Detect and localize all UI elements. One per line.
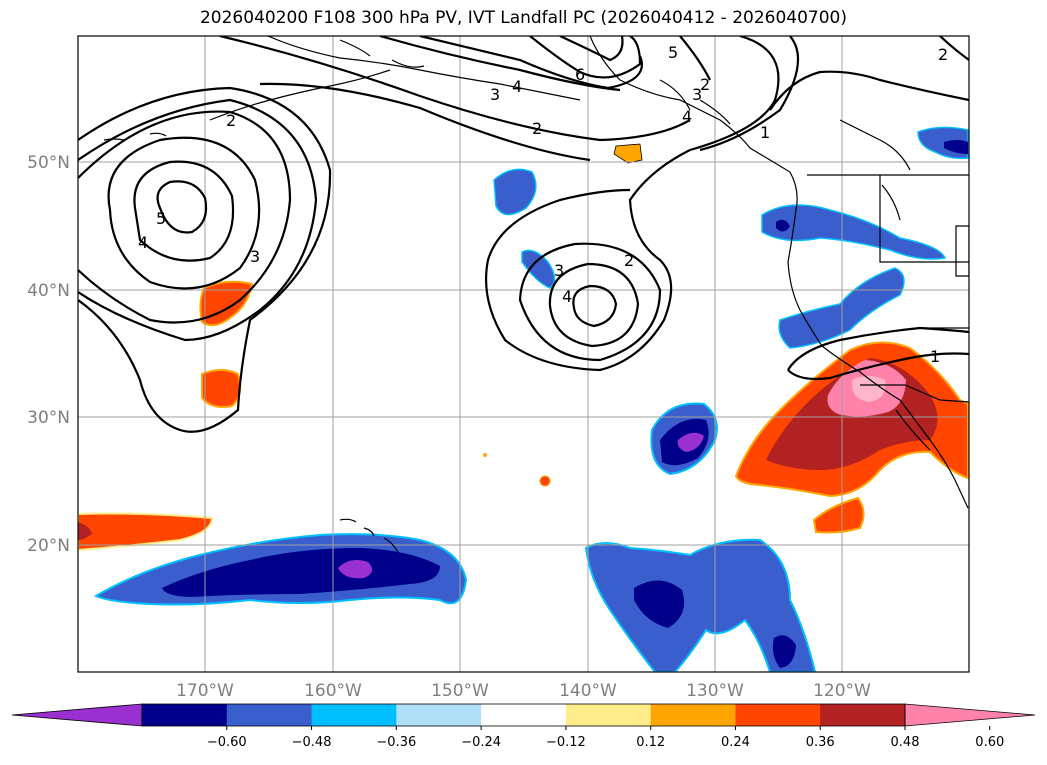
contour-label: 5: [156, 209, 166, 228]
contour-label: 4: [682, 107, 692, 126]
colorbar: −0.60 −0.48 −0.36 −0.24 −0.12 0.12 0.24 0.36 0.4…: [11, 703, 1036, 750]
colorbar-segment: [311, 704, 397, 726]
negative-anomaly-region: [162, 548, 440, 597]
colorbar-tick-label: 0.12: [636, 735, 665, 750]
contour-label: 2: [938, 45, 948, 64]
map-frame: [77, 35, 970, 673]
contour-label: 4: [562, 287, 572, 306]
colorbar-segment: [142, 704, 228, 726]
colorbar-tick-label: −0.24: [461, 735, 501, 750]
negative-anomaly-region: [584, 538, 817, 672]
colorbar-segment: [820, 704, 906, 726]
contour-label: 3: [692, 85, 702, 104]
negative-anomaly-region: [521, 249, 556, 289]
positive-anomaly-region: [812, 496, 865, 534]
contour-label: 2: [700, 75, 710, 94]
latitude-labels: 50°N 40°N 30°N 20°N: [27, 153, 70, 556]
negative-anomaly-region: [944, 140, 968, 154]
lon-label-130w: 130°W: [686, 681, 744, 701]
map-title: 2026040200 F108 300 hPa PV, IVT Landfall…: [199, 8, 847, 28]
contour-label: 4: [138, 233, 148, 252]
contour-label: 2: [226, 111, 236, 130]
positive-anomaly-region: [851, 376, 886, 402]
positive-anomaly-region: [539, 475, 551, 487]
positive-anomaly-region: [78, 522, 92, 540]
positive-anomaly-region: [201, 369, 241, 408]
positive-anomaly-region: [78, 512, 214, 552]
colorbar-segment: [481, 704, 567, 726]
colorbar-tick-label: 0.60: [975, 735, 1004, 750]
lon-label-140w: 140°W: [559, 681, 617, 701]
colorbar-segment: [735, 704, 821, 726]
contour-label: 2: [624, 251, 634, 270]
colorbar-frame: [141, 703, 906, 727]
colorbar-segment: [226, 704, 313, 726]
lat-label-20n: 20°N: [27, 536, 70, 556]
colorbar-tick-label: −0.12: [546, 735, 586, 750]
graticule: [78, 36, 969, 672]
contour-label: 4: [512, 77, 522, 96]
colorbar-tick-label: −0.36: [376, 735, 416, 750]
negative-anomaly-region: [772, 635, 796, 668]
contour-label: 2: [532, 119, 542, 138]
lat-label-30n: 30°N: [27, 408, 70, 428]
contour-label: 3: [554, 261, 564, 280]
pv-contours: [78, 36, 969, 433]
colorbar-segment: [396, 704, 482, 726]
longitude-labels: 170°W 160°W 150°W 140°W 130°W 120°W: [176, 681, 871, 701]
colorbar-tick-label: 0.36: [806, 735, 835, 750]
lon-label-150w: 150°W: [431, 681, 489, 701]
colorbar-segment: [11, 703, 143, 727]
contour-label: 1: [930, 347, 940, 366]
colorbar-segment: [565, 704, 652, 726]
contour-labels: 2 5 4 3 3 4 2 6 5 4 3 2 1 3 4 2 1 2: [138, 43, 948, 366]
colorbar-segment: [650, 704, 736, 726]
contour-label: 3: [490, 85, 500, 104]
negative-anomaly-region: [776, 219, 790, 232]
positive-anomaly-region: [483, 453, 487, 457]
colorbar-tick-label: −0.60: [207, 735, 247, 750]
negative-anomaly-region: [493, 168, 537, 216]
negative-anomaly-region: [761, 204, 947, 260]
lon-label-160w: 160°W: [304, 681, 362, 701]
negative-anomaly-region: [677, 432, 704, 452]
coastlines: [103, 36, 969, 553]
colorbar-tick-label: 0.24: [721, 735, 750, 750]
negative-anomaly-region: [634, 580, 685, 628]
colorbar-tick-label: −0.48: [292, 735, 332, 750]
colorbar-segment: [904, 703, 1036, 727]
contour-label: 1: [760, 123, 770, 142]
contour-label: 3: [250, 247, 260, 266]
contour-label: 6: [575, 65, 585, 84]
contour-label: 5: [668, 43, 678, 62]
lon-label-120w: 120°W: [813, 681, 871, 701]
colorbar-tick-label: 0.48: [891, 735, 920, 750]
negative-anomaly-region: [338, 560, 373, 579]
lon-label-170w: 170°W: [176, 681, 234, 701]
lat-label-50n: 50°N: [27, 153, 70, 173]
lat-label-40n: 40°N: [27, 281, 70, 301]
